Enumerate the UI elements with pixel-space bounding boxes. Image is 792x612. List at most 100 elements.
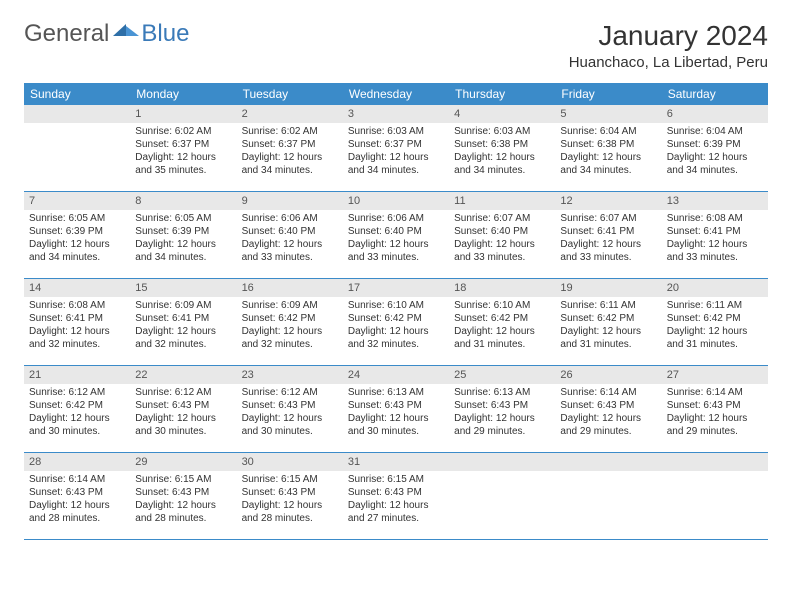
day-number: 7 [24, 192, 130, 210]
day-cell: 31Sunrise: 6:15 AMSunset: 6:43 PMDayligh… [343, 453, 449, 539]
day-detail: Sunrise: 6:04 AMSunset: 6:39 PMDaylight:… [662, 123, 768, 181]
day-cell: 8Sunrise: 6:05 AMSunset: 6:39 PMDaylight… [130, 192, 236, 278]
week-row: 28Sunrise: 6:14 AMSunset: 6:43 PMDayligh… [24, 453, 768, 540]
day-number: 25 [449, 366, 555, 384]
day-number: 11 [449, 192, 555, 210]
day-number: 22 [130, 366, 236, 384]
calendar-grid: SundayMondayTuesdayWednesdayThursdayFrid… [24, 83, 768, 540]
day-number: 14 [24, 279, 130, 297]
day-cell: 1Sunrise: 6:02 AMSunset: 6:37 PMDaylight… [130, 105, 236, 191]
day-detail: Sunrise: 6:12 AMSunset: 6:43 PMDaylight:… [130, 384, 236, 442]
logo-text-blue: Blue [141, 20, 189, 48]
day-number: 3 [343, 105, 449, 123]
week-row: 7Sunrise: 6:05 AMSunset: 6:39 PMDaylight… [24, 192, 768, 279]
day-number: 21 [24, 366, 130, 384]
day-header: Tuesday [237, 83, 343, 105]
day-number: 26 [555, 366, 661, 384]
day-number: 30 [237, 453, 343, 471]
week-row: 14Sunrise: 6:08 AMSunset: 6:41 PMDayligh… [24, 279, 768, 366]
empty-day-number [662, 453, 768, 471]
day-number: 15 [130, 279, 236, 297]
day-detail: Sunrise: 6:03 AMSunset: 6:38 PMDaylight:… [449, 123, 555, 181]
day-cell: 25Sunrise: 6:13 AMSunset: 6:43 PMDayligh… [449, 366, 555, 452]
day-detail: Sunrise: 6:14 AMSunset: 6:43 PMDaylight:… [555, 384, 661, 442]
day-number: 2 [237, 105, 343, 123]
day-detail: Sunrise: 6:07 AMSunset: 6:41 PMDaylight:… [555, 210, 661, 268]
day-detail: Sunrise: 6:13 AMSunset: 6:43 PMDaylight:… [449, 384, 555, 442]
day-number: 20 [662, 279, 768, 297]
day-number: 5 [555, 105, 661, 123]
day-number: 10 [343, 192, 449, 210]
day-detail: Sunrise: 6:09 AMSunset: 6:41 PMDaylight:… [130, 297, 236, 355]
day-detail: Sunrise: 6:13 AMSunset: 6:43 PMDaylight:… [343, 384, 449, 442]
day-header: Saturday [662, 83, 768, 105]
day-detail: Sunrise: 6:14 AMSunset: 6:43 PMDaylight:… [24, 471, 130, 529]
day-cell: 30Sunrise: 6:15 AMSunset: 6:43 PMDayligh… [237, 453, 343, 539]
weeks-container: 1Sunrise: 6:02 AMSunset: 6:37 PMDaylight… [24, 105, 768, 540]
day-cell: 26Sunrise: 6:14 AMSunset: 6:43 PMDayligh… [555, 366, 661, 452]
week-row: 21Sunrise: 6:12 AMSunset: 6:42 PMDayligh… [24, 366, 768, 453]
title-block: January 2024 Huanchaco, La Libertad, Per… [569, 20, 768, 71]
day-number: 28 [24, 453, 130, 471]
day-detail: Sunrise: 6:09 AMSunset: 6:42 PMDaylight:… [237, 297, 343, 355]
day-detail: Sunrise: 6:02 AMSunset: 6:37 PMDaylight:… [237, 123, 343, 181]
logo-text-general: General [24, 20, 109, 48]
day-cell: 21Sunrise: 6:12 AMSunset: 6:42 PMDayligh… [24, 366, 130, 452]
day-number: 18 [449, 279, 555, 297]
day-number: 31 [343, 453, 449, 471]
day-cell: 3Sunrise: 6:03 AMSunset: 6:37 PMDaylight… [343, 105, 449, 191]
day-cell: 13Sunrise: 6:08 AMSunset: 6:41 PMDayligh… [662, 192, 768, 278]
day-cell: 14Sunrise: 6:08 AMSunset: 6:41 PMDayligh… [24, 279, 130, 365]
day-header: Wednesday [343, 83, 449, 105]
day-cell: 16Sunrise: 6:09 AMSunset: 6:42 PMDayligh… [237, 279, 343, 365]
day-number: 13 [662, 192, 768, 210]
day-number: 9 [237, 192, 343, 210]
day-number: 16 [237, 279, 343, 297]
day-cell [449, 453, 555, 539]
day-header: Sunday [24, 83, 130, 105]
day-number: 4 [449, 105, 555, 123]
day-header: Thursday [449, 83, 555, 105]
day-detail: Sunrise: 6:02 AMSunset: 6:37 PMDaylight:… [130, 123, 236, 181]
day-detail: Sunrise: 6:15 AMSunset: 6:43 PMDaylight:… [130, 471, 236, 529]
day-cell: 17Sunrise: 6:10 AMSunset: 6:42 PMDayligh… [343, 279, 449, 365]
day-number: 29 [130, 453, 236, 471]
day-detail: Sunrise: 6:15 AMSunset: 6:43 PMDaylight:… [237, 471, 343, 529]
day-detail: Sunrise: 6:11 AMSunset: 6:42 PMDaylight:… [555, 297, 661, 355]
day-number: 23 [237, 366, 343, 384]
empty-day-number [24, 105, 130, 123]
day-detail: Sunrise: 6:14 AMSunset: 6:43 PMDaylight:… [662, 384, 768, 442]
day-cell: 10Sunrise: 6:06 AMSunset: 6:40 PMDayligh… [343, 192, 449, 278]
day-cell: 28Sunrise: 6:14 AMSunset: 6:43 PMDayligh… [24, 453, 130, 539]
day-detail: Sunrise: 6:06 AMSunset: 6:40 PMDaylight:… [237, 210, 343, 268]
day-cell: 20Sunrise: 6:11 AMSunset: 6:42 PMDayligh… [662, 279, 768, 365]
day-cell: 22Sunrise: 6:12 AMSunset: 6:43 PMDayligh… [130, 366, 236, 452]
day-cell: 24Sunrise: 6:13 AMSunset: 6:43 PMDayligh… [343, 366, 449, 452]
day-number: 12 [555, 192, 661, 210]
empty-day-number [449, 453, 555, 471]
day-detail: Sunrise: 6:07 AMSunset: 6:40 PMDaylight:… [449, 210, 555, 268]
day-cell [555, 453, 661, 539]
day-detail: Sunrise: 6:05 AMSunset: 6:39 PMDaylight:… [130, 210, 236, 268]
day-number: 19 [555, 279, 661, 297]
day-cell: 15Sunrise: 6:09 AMSunset: 6:41 PMDayligh… [130, 279, 236, 365]
day-detail: Sunrise: 6:11 AMSunset: 6:42 PMDaylight:… [662, 297, 768, 355]
day-number: 6 [662, 105, 768, 123]
day-cell: 4Sunrise: 6:03 AMSunset: 6:38 PMDaylight… [449, 105, 555, 191]
day-cell: 6Sunrise: 6:04 AMSunset: 6:39 PMDaylight… [662, 105, 768, 191]
day-detail: Sunrise: 6:04 AMSunset: 6:38 PMDaylight:… [555, 123, 661, 181]
day-detail: Sunrise: 6:06 AMSunset: 6:40 PMDaylight:… [343, 210, 449, 268]
day-cell: 11Sunrise: 6:07 AMSunset: 6:40 PMDayligh… [449, 192, 555, 278]
day-number: 8 [130, 192, 236, 210]
day-detail: Sunrise: 6:12 AMSunset: 6:42 PMDaylight:… [24, 384, 130, 442]
day-cell: 12Sunrise: 6:07 AMSunset: 6:41 PMDayligh… [555, 192, 661, 278]
day-cell [662, 453, 768, 539]
day-cell: 5Sunrise: 6:04 AMSunset: 6:38 PMDaylight… [555, 105, 661, 191]
week-row: 1Sunrise: 6:02 AMSunset: 6:37 PMDaylight… [24, 105, 768, 192]
day-header: Friday [555, 83, 661, 105]
logo-flag-icon [113, 22, 139, 42]
day-detail: Sunrise: 6:12 AMSunset: 6:43 PMDaylight:… [237, 384, 343, 442]
day-cell: 27Sunrise: 6:14 AMSunset: 6:43 PMDayligh… [662, 366, 768, 452]
day-cell: 18Sunrise: 6:10 AMSunset: 6:42 PMDayligh… [449, 279, 555, 365]
day-cell: 9Sunrise: 6:06 AMSunset: 6:40 PMDaylight… [237, 192, 343, 278]
